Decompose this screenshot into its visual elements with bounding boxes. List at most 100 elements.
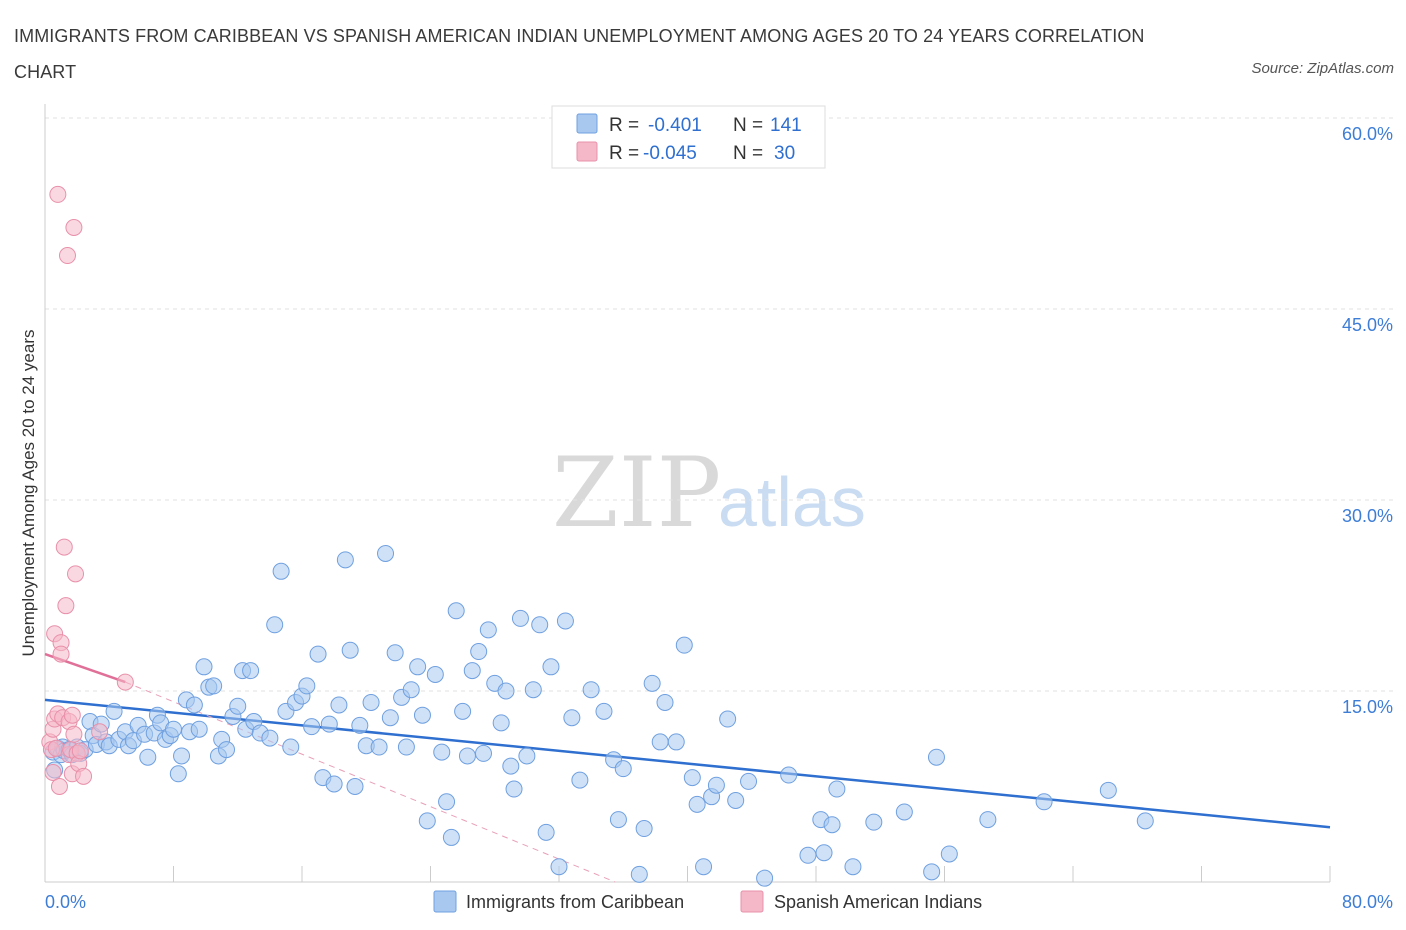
point-series0-133 [844,858,862,876]
x-tick-labels: 0.0% 80.0% [45,892,1393,912]
point-series0-81 [433,743,451,761]
point-series0-138 [940,845,958,863]
point-series0-31 [169,765,187,783]
point-series1-27 [75,767,93,785]
point-series0-75 [397,738,415,756]
point-series0-115 [656,693,674,711]
legend-r-label-1: R = [609,115,639,136]
point-series0-69 [362,693,380,711]
point-series0-109 [609,811,627,829]
point-series0-127 [780,766,798,784]
point-series0-132 [828,780,846,798]
point-series0-136 [923,863,941,881]
series-legend-swatch-caribbean [433,890,457,913]
x-tick-label-min: 0.0% [45,892,86,912]
legend-swatch-spanish-american-indian [576,141,598,162]
point-series0-98 [524,681,542,699]
x-tick-label-max: 80.0% [1342,892,1393,912]
point-series0-140 [1035,793,1053,811]
point-series0-36 [190,720,208,738]
correlation-legend: R = -0.401 N = 141 R = -0.045 N = 30 [551,105,826,169]
point-series0-111 [630,865,648,883]
point-series0-64 [336,551,354,569]
point-series0-103 [556,612,574,630]
point-series0-125 [740,772,758,790]
y-tick-label-3: 15.0% [1342,697,1393,717]
point-series0-126 [756,869,774,887]
point-series0-117 [675,636,693,654]
watermark-zip: ZIP [552,437,721,549]
point-series0-102 [550,858,568,876]
point-series0-57 [298,677,316,695]
point-series0-104 [563,709,581,727]
series-legend: Immigrants from Caribbean Spanish Americ… [433,890,982,913]
point-series1-22 [65,725,83,743]
point-series0-122 [707,776,725,794]
point-series0-92 [492,714,510,732]
point-series1-9 [50,778,68,795]
point-series0-71 [377,544,395,562]
point-series0-134 [865,813,883,831]
point-series0-105 [571,771,589,789]
point-series0-141 [1099,781,1117,799]
point-series1-26 [71,742,89,760]
point-series0-89 [475,744,493,762]
legend-r-value-2: -0.045 [643,143,697,164]
point-series0-119 [688,795,706,813]
point-series0-35 [185,696,203,714]
point-series1-29 [116,673,134,691]
point-series0-17 [105,702,123,720]
point-series0-62 [325,775,343,793]
point-series0-73 [386,644,404,662]
point-series1-13 [55,538,73,556]
point-series0-90 [479,621,497,639]
point-series0-30 [165,720,182,738]
point-series0-70 [370,738,388,756]
point-series0-79 [418,812,436,830]
point-series0-87 [463,662,481,680]
point-series0-130 [815,844,833,862]
legend-r-value-1: -0.401 [648,115,702,136]
point-series1-3 [44,763,62,781]
point-series0-77 [409,658,427,676]
point-series0-37 [195,658,213,676]
point-series0-84 [447,602,465,620]
point-series0-54 [282,738,300,756]
point-series0-58 [303,718,321,736]
point-series0-76 [402,681,420,699]
point-series0-106 [582,681,600,699]
y-tick-label-1: 45.0% [1342,315,1393,335]
legend-n-label-1: N = [733,115,763,136]
y-tick-label-2: 30.0% [1342,506,1393,526]
point-series0-47 [242,662,260,680]
point-series0-82 [438,793,456,811]
trend-lines [44,652,1331,883]
watermark: ZIP atlas [552,437,866,549]
legend-n-value-1: 141 [770,115,802,136]
point-series0-80 [426,665,444,683]
point-series0-93 [497,682,515,700]
chart-source: Source: ZipAtlas.com [1251,60,1394,77]
point-series0-107 [595,702,613,720]
point-series0-120 [695,858,713,876]
point-series1-11 [52,645,70,663]
y-tick-labels: 60.0% 45.0% 30.0% 15.0% [1342,124,1393,717]
point-series0-131 [823,816,841,834]
point-series1-28 [91,723,109,741]
point-series0-135 [895,803,913,821]
point-series0-97 [518,747,536,765]
point-series0-83 [442,828,460,846]
point-series0-114 [651,733,669,751]
point-series0-113 [643,674,661,692]
point-series1-21 [65,219,83,237]
legend-n-value-2: 30 [774,143,795,164]
grid-lines [45,117,1395,692]
point-series0-101 [542,658,560,676]
y-tick-label-0: 60.0% [1342,124,1393,144]
point-series0-66 [346,778,364,795]
series-legend-swatch-spanish-american-indian [740,890,764,913]
point-series0-50 [261,729,279,747]
point-series0-39 [205,677,223,695]
trend-extension-series1 [125,681,616,883]
